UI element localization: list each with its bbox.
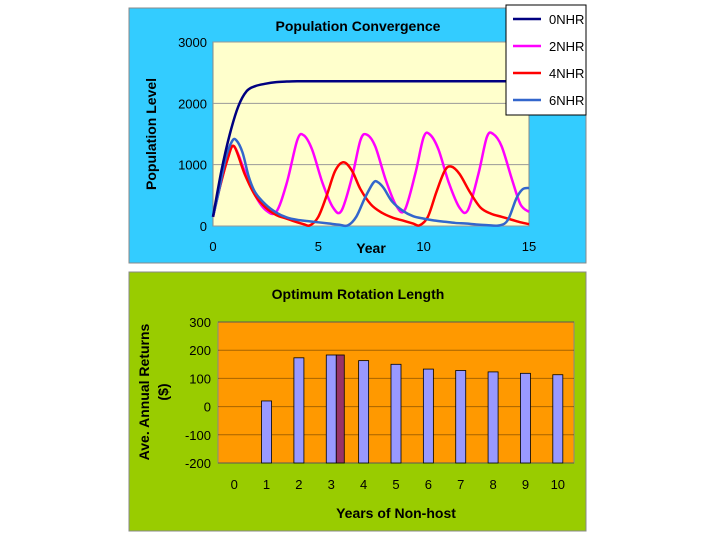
chart2-y-tick: 0 — [204, 400, 211, 415]
bar-4 — [358, 360, 370, 464]
bar-10 — [552, 374, 564, 464]
chart1-legend-box — [505, 4, 587, 116]
chart2-x-tick: 1 — [263, 477, 270, 492]
chart1-y-tick: 3000 — [178, 35, 207, 50]
chart1-plot-area — [212, 41, 530, 227]
chart2-y-tick: -200 — [185, 456, 211, 471]
optimum-rotation-chart: -200 -100 0 100 200 300 0 1 2 3 4 5 6 7 8 9 10 Optimum … — [128, 271, 587, 532]
chart2-x-tick: 7 — [457, 477, 464, 492]
chart1-legend: 0NHR 2NHR 4NHR 6NHR — [505, 4, 587, 116]
chart2-x-tick: 10 — [551, 477, 565, 492]
chart2-bars — [261, 354, 564, 464]
chart2-x-tick: 8 — [489, 477, 496, 492]
chart1-title: Population Convergence — [276, 18, 441, 34]
chart2-x-tick: 4 — [360, 477, 367, 492]
chart2-x-tick: 0 — [231, 477, 238, 492]
chart2-y-tick: 300 — [189, 315, 211, 330]
chart2-x-tick-labels: 0 1 2 3 4 5 6 7 8 9 10 — [231, 477, 565, 492]
chart1-series-lines — [211, 79, 530, 228]
chart1-legend-items: 0NHR 2NHR 4NHR 6NHR — [513, 12, 584, 108]
chart1-y-axis-title: Population Level — [143, 78, 159, 190]
chart1-x-tick-labels: 0 5 10 15 — [209, 239, 536, 254]
chart2-y-axis-title-line: ($) — [155, 383, 171, 400]
bar-3 — [325, 354, 337, 464]
series-line-2nhr — [211, 131, 530, 218]
chart2-y-tick-labels: -200 -100 0 100 200 300 — [185, 315, 211, 471]
chart2-x-tick: 3 — [328, 477, 335, 492]
legend-label-0nhr: 0NHR — [549, 12, 584, 27]
chart1-y-tick: 1000 — [178, 158, 207, 173]
chart2-x-tick: 2 — [295, 477, 302, 492]
chart1-y-tick-labels: 0 1000 2000 3000 — [178, 35, 207, 234]
chart2-title: Optimum Rotation Length — [272, 286, 445, 302]
chart2-y-axis-title-line: Ave. Annual Returns — [136, 323, 152, 460]
series-line-0nhr — [211, 79, 529, 218]
bar-5 — [390, 363, 402, 464]
chart2-x-tick: 9 — [522, 477, 529, 492]
series-line-6nhr — [211, 137, 530, 228]
bar-7 — [455, 370, 467, 464]
bar-1 — [261, 400, 272, 464]
chart1-x-axis-title: Year — [356, 240, 386, 256]
chart1-x-tick: 5 — [315, 239, 322, 254]
chart2-y-tick: -100 — [185, 428, 211, 443]
bar-6 — [422, 368, 434, 464]
chart1-y-tick: 0 — [200, 219, 207, 234]
chart2-x-tick: 6 — [425, 477, 432, 492]
chart2-y-axis-title: Ave. Annual Returns ($) — [136, 323, 171, 460]
bar-9 — [520, 372, 531, 464]
chart2-x-axis-title: Years of Non-host — [336, 505, 456, 521]
chart2-x-tick: 5 — [392, 477, 399, 492]
bar-highlight-3 — [335, 354, 345, 464]
chart2-y-tick: 200 — [189, 343, 211, 358]
population-convergence-chart: 0 1000 2000 3000 0 5 10 15 Population Converge… — [128, 4, 587, 264]
chart1-gridlines — [213, 41, 529, 227]
chart1-x-tick: 10 — [416, 239, 430, 254]
legend-label-4nhr: 4NHR — [549, 66, 584, 81]
legend-label-6nhr: 6NHR — [549, 93, 584, 108]
bar-8 — [487, 371, 499, 464]
chart1-x-tick: 15 — [522, 239, 536, 254]
bar-2 — [293, 357, 305, 464]
chart1-x-tick: 0 — [209, 239, 216, 254]
chart1-y-tick: 2000 — [178, 96, 207, 111]
chart2-y-tick: 100 — [189, 371, 211, 386]
legend-label-2nhr: 2NHR — [549, 39, 584, 54]
